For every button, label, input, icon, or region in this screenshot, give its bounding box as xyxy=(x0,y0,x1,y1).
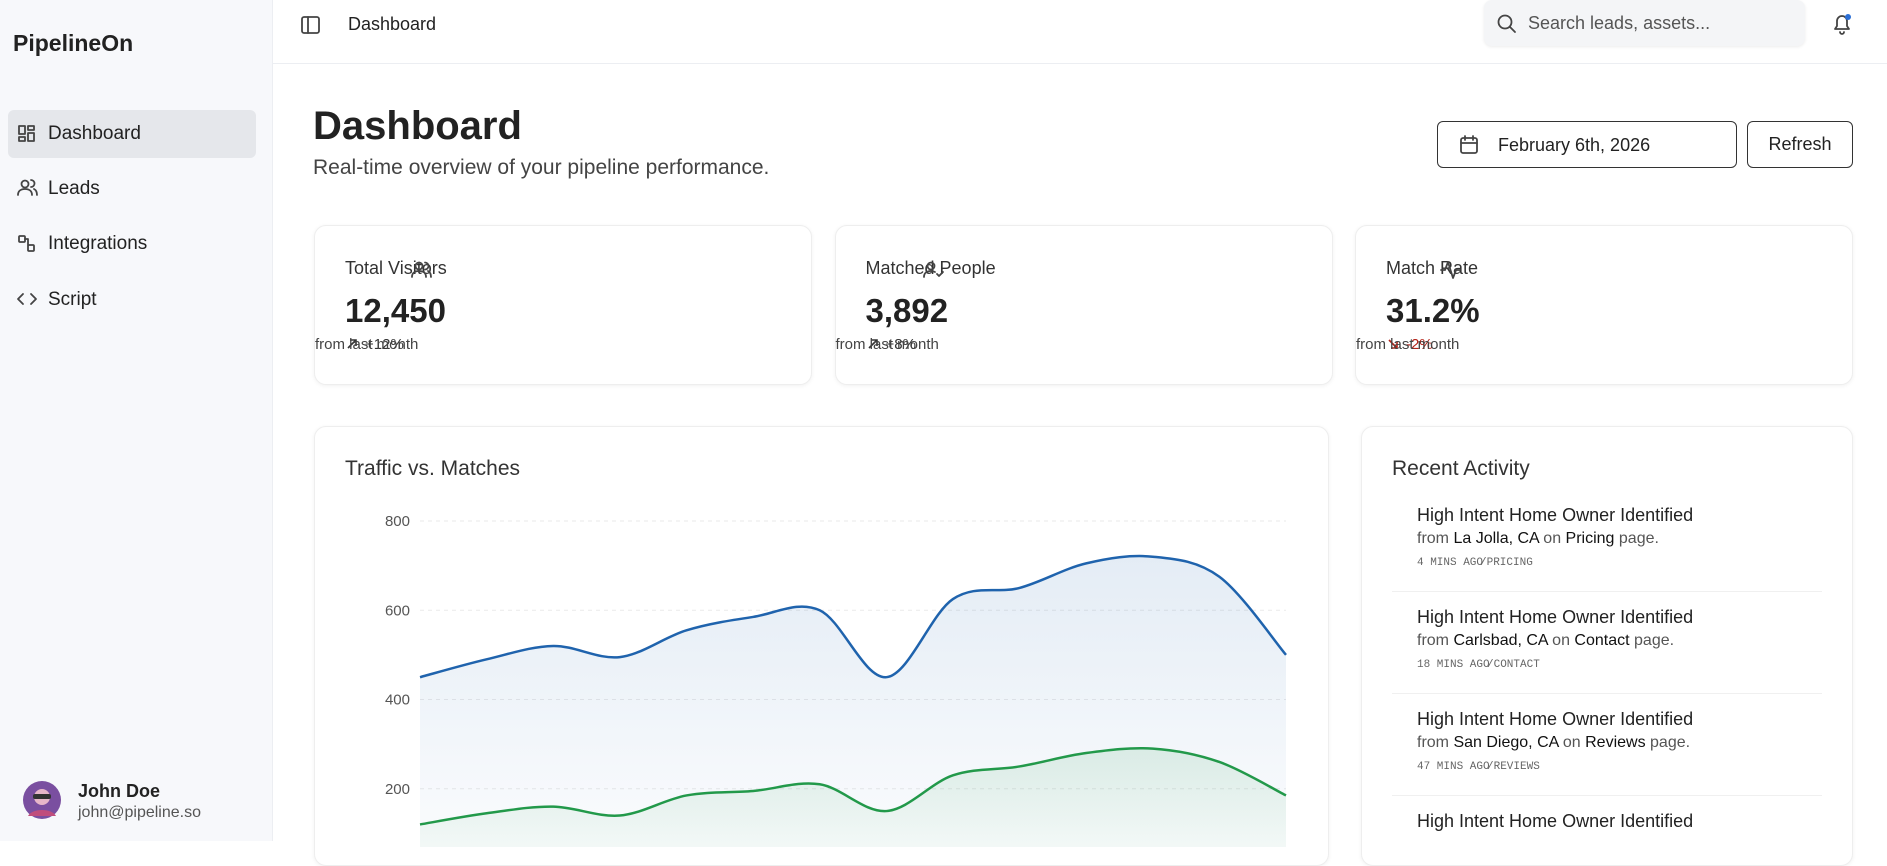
stat-delta: +8% xyxy=(885,336,916,353)
stat-label: Match Rate xyxy=(1386,258,1479,278)
trend-icon xyxy=(347,339,357,349)
activity-text: from xyxy=(1417,530,1449,547)
stat-delta: -2% xyxy=(1406,336,1433,353)
y-tick-label: 200 xyxy=(385,781,410,798)
stat-label: Matched People xyxy=(865,258,996,278)
stat-note: from last month xyxy=(1356,336,1460,353)
search-icon xyxy=(1497,14,1516,33)
activity-path: /CONTACT xyxy=(1487,659,1540,671)
page-subtitle: Real-time overview of your pipeline perf… xyxy=(313,156,770,179)
stat-value: 31.2% xyxy=(1386,292,1480,329)
stat-delta: +12% xyxy=(365,336,404,353)
nav-label: Script xyxy=(48,289,97,310)
activity-location: Carlsbad, CA xyxy=(1453,632,1548,649)
activity-text: from xyxy=(1417,734,1449,751)
chart: 200 400 600 800 xyxy=(385,513,1287,847)
nav-item[interactable]: Dashboard xyxy=(8,110,256,158)
separator xyxy=(1392,591,1822,592)
activity-text: page. xyxy=(1650,734,1691,751)
area xyxy=(420,748,1286,847)
activity-detail: from Carlsbad, CA on Contact page. xyxy=(1417,632,1674,650)
chart-card: Traffic vs. Matches 200 400 600 800 xyxy=(314,426,1329,866)
activity-text: on xyxy=(1562,734,1581,751)
activity-detail: from San Diego, CA on Reviews page. xyxy=(1417,734,1690,752)
stat-card: Matched People 3,892 +8% from last month xyxy=(834,225,1333,385)
nav-label: Leads xyxy=(48,178,100,199)
search-box[interactable]: Search leads, assets... xyxy=(1484,0,1805,46)
date-text: February 6th, 2026 xyxy=(1498,135,1651,155)
sidebar-toggle[interactable] xyxy=(300,14,322,36)
activity-title: High Intent Home Owner Identified xyxy=(1417,607,1694,627)
activity-text: page. xyxy=(1618,530,1659,547)
activity-text: page. xyxy=(1634,632,1675,649)
breadcrumb: Dashboard xyxy=(348,14,437,34)
stat-note: from last month xyxy=(835,336,939,353)
page: PipelineOn Dashboard Leads Integrations … xyxy=(8,0,1887,866)
activity-time: 18 MINS AGO xyxy=(1417,659,1490,671)
search-placeholder: Search leads, assets... xyxy=(1528,13,1711,33)
activity-path: /REVIEWS xyxy=(1487,761,1540,773)
nav-item[interactable]: Leads xyxy=(8,165,256,213)
activity-text: from xyxy=(1417,632,1449,649)
chart-title: Traffic vs. Matches xyxy=(345,457,521,480)
activity-title: High Intent Home Owner Identified xyxy=(1417,709,1694,729)
stat-card: Match Rate 31.2% -2% from last month xyxy=(1355,225,1853,385)
header xyxy=(273,0,1887,64)
calendar-icon xyxy=(1460,135,1478,154)
activity-title: High Intent Home Owner Identified xyxy=(1417,811,1694,831)
page-title: Dashboard xyxy=(313,104,522,148)
nav-label: Dashboard xyxy=(48,123,141,144)
stat-icon xyxy=(1440,261,1461,279)
activity-text: on xyxy=(1552,632,1570,649)
user-name: John Doe xyxy=(78,781,161,801)
stat-note: from last month xyxy=(315,336,419,353)
activity-title: Recent Activity xyxy=(1392,457,1530,480)
stat-icon xyxy=(922,261,944,278)
y-tick-label: 400 xyxy=(385,692,410,709)
activity-page: Contact xyxy=(1574,632,1630,649)
user-email: john@pipeline.so xyxy=(78,804,201,821)
trend-icon xyxy=(1388,339,1398,349)
activity-text: on xyxy=(1543,530,1562,547)
refresh-button[interactable]: Refresh xyxy=(1747,121,1853,168)
stat-value: 12,450 xyxy=(345,292,446,329)
nav-icons xyxy=(17,125,38,305)
activity-location: La Jolla, CA xyxy=(1453,530,1539,547)
bell[interactable] xyxy=(1830,12,1854,36)
stat-card: Total Visitors 12,450 +12% from last month xyxy=(314,225,812,385)
date-picker[interactable]: February 6th, 2026 xyxy=(1437,121,1737,168)
nav-item[interactable]: Script xyxy=(8,276,256,324)
trend-icon xyxy=(867,339,878,349)
line xyxy=(419,746,1287,826)
line xyxy=(419,554,1287,679)
activity-time: 4 MINS AGO xyxy=(1417,557,1484,569)
y-tick-label: 600 xyxy=(385,602,410,619)
separator xyxy=(1392,795,1822,796)
activity-title: High Intent Home Owner Identified xyxy=(1417,505,1694,525)
activity-page: Pricing xyxy=(1565,530,1615,547)
brand: PipelineOn xyxy=(13,30,134,56)
separator xyxy=(1392,693,1822,694)
activity-card: Recent Activity High Intent Home Owner I… xyxy=(1361,426,1853,866)
activity-location: San Diego, CA xyxy=(1453,734,1559,751)
nav-item[interactable]: Integrations xyxy=(8,220,256,268)
y-tick-label: 800 xyxy=(385,513,410,530)
activity-time: 47 MINS AGO xyxy=(1417,761,1490,773)
stat-icon xyxy=(411,261,432,278)
nav-label: Integrations xyxy=(48,233,148,254)
avatar xyxy=(23,781,61,819)
activity-page: Reviews xyxy=(1585,734,1646,751)
stat-value: 3,892 xyxy=(865,292,949,329)
activity-path: /PRICING xyxy=(1480,557,1533,569)
activity-detail: from La Jolla, CA on Pricing page. xyxy=(1417,530,1659,548)
